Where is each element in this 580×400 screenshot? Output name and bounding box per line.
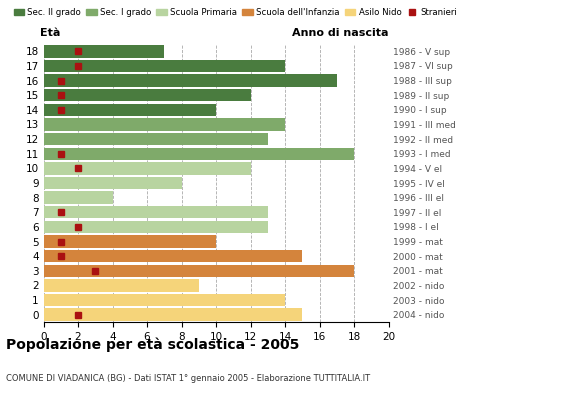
Bar (44, 177, 182, 189)
Bar (44, 45, 164, 58)
Bar (44, 192, 113, 204)
Bar (44, 308, 302, 321)
Bar (44, 235, 216, 248)
Legend: Sec. II grado, Sec. I grado, Scuola Primaria, Scuola dell'Infanzia, Asilo Nido, : Sec. II grado, Sec. I grado, Scuola Prim… (10, 4, 461, 20)
Bar (44, 104, 216, 116)
Bar (44, 74, 337, 87)
Bar (44, 264, 354, 277)
Bar (44, 60, 285, 72)
Bar (44, 294, 285, 306)
Text: Popolazione per età scolastica - 2005: Popolazione per età scolastica - 2005 (6, 338, 299, 352)
Bar (44, 89, 251, 102)
Bar (44, 250, 302, 262)
Bar (44, 133, 268, 145)
Text: COMUNE DI VIADANICA (BG) - Dati ISTAT 1° gennaio 2005 - Elaborazione TUTTITALIA.: COMUNE DI VIADANICA (BG) - Dati ISTAT 1°… (6, 374, 370, 383)
Text: Età: Età (40, 28, 60, 38)
Bar (44, 279, 199, 292)
Bar (44, 221, 268, 233)
Bar (44, 148, 354, 160)
Bar (44, 162, 251, 174)
Bar (44, 206, 268, 218)
Bar (44, 118, 285, 131)
Text: Anno di nascita: Anno di nascita (292, 28, 389, 38)
